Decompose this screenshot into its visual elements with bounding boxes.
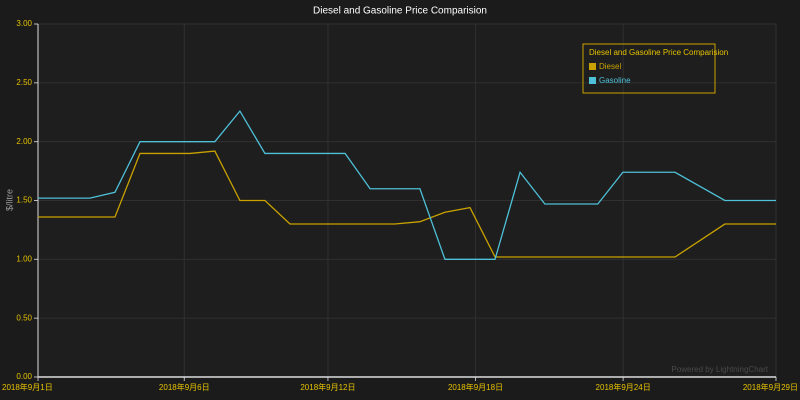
y-tick-label: 1.00 (16, 254, 32, 263)
legend-box (582, 43, 716, 94)
chart-title: Diesel and Gasoline Price Comparision (313, 6, 487, 17)
series-line (38, 150, 776, 258)
y-axis-label: $/litre (4, 189, 14, 211)
y-tick-label: 1.50 (16, 196, 32, 205)
legend-swatch (589, 63, 596, 70)
y-tick-label: 2.50 (16, 78, 32, 87)
y-tick-label: 3.00 (16, 19, 32, 28)
y-tick-label: 2.00 (16, 137, 32, 146)
x-tick-label: 2018年9月29日 (743, 382, 798, 392)
x-tick-label: 2018年9月6日 (159, 382, 210, 392)
y-tick-label: 0.00 (16, 372, 32, 381)
legend-label: Gasoline (599, 76, 631, 85)
x-tick-label: 2018年9月24日 (596, 382, 651, 392)
legend-title: Diesel and Gasoline Price Comparision (589, 48, 728, 57)
series-line (38, 109, 776, 260)
x-tick-label: 2018年9月12日 (300, 382, 355, 392)
legend-label: Diesel (599, 62, 621, 71)
x-tick-label: 2018年9月18日 (448, 382, 503, 392)
watermark: Powered by LightningChart (671, 365, 768, 374)
legend-swatch (589, 77, 596, 84)
y-tick-label: 0.50 (16, 313, 32, 322)
x-tick-label: 2018年9月1日 (2, 382, 53, 392)
